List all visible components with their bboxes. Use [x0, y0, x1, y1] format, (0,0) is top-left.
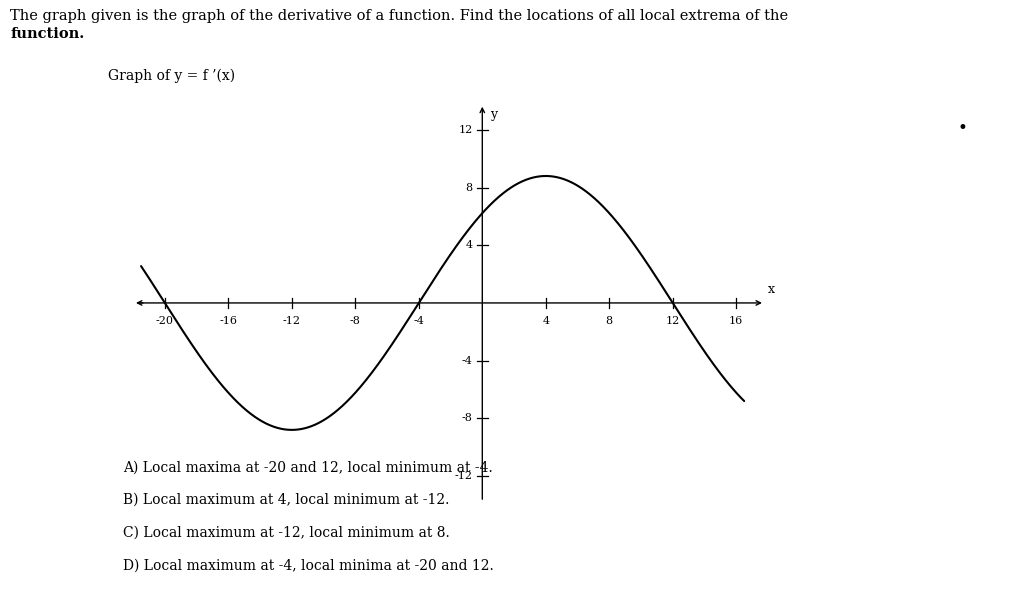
Text: -12: -12: [283, 316, 301, 326]
Text: 4: 4: [466, 240, 473, 250]
Text: 8: 8: [606, 316, 612, 326]
Text: 8: 8: [466, 182, 473, 192]
Text: -8: -8: [350, 316, 360, 326]
Text: -16: -16: [219, 316, 238, 326]
Text: •: •: [957, 119, 968, 137]
Text: function.: function.: [10, 27, 85, 41]
Text: 12: 12: [666, 316, 680, 326]
Text: -8: -8: [462, 413, 473, 424]
Text: -12: -12: [455, 471, 473, 481]
Text: A) Local maxima at -20 and 12, local minimum at -4.: A) Local maxima at -20 and 12, local min…: [123, 460, 493, 475]
Text: D) Local maximum at -4, local minima at -20 and 12.: D) Local maximum at -4, local minima at …: [123, 558, 494, 573]
Text: -4: -4: [462, 356, 473, 366]
Text: 12: 12: [459, 125, 473, 135]
Text: 16: 16: [729, 316, 743, 326]
Text: The graph given is the graph of the derivative of a function. Find the locations: The graph given is the graph of the deri…: [10, 9, 788, 23]
Text: C) Local maximum at -12, local minimum at 8.: C) Local maximum at -12, local minimum a…: [123, 526, 450, 540]
Text: 4: 4: [543, 316, 549, 326]
Text: y: y: [490, 108, 498, 121]
Text: x: x: [768, 283, 775, 296]
Text: B) Local maximum at 4, local minimum at -12.: B) Local maximum at 4, local minimum at …: [123, 493, 450, 507]
Text: -20: -20: [156, 316, 174, 326]
Text: Graph of y = f ’(x): Graph of y = f ’(x): [108, 68, 234, 83]
Text: -4: -4: [414, 316, 424, 326]
